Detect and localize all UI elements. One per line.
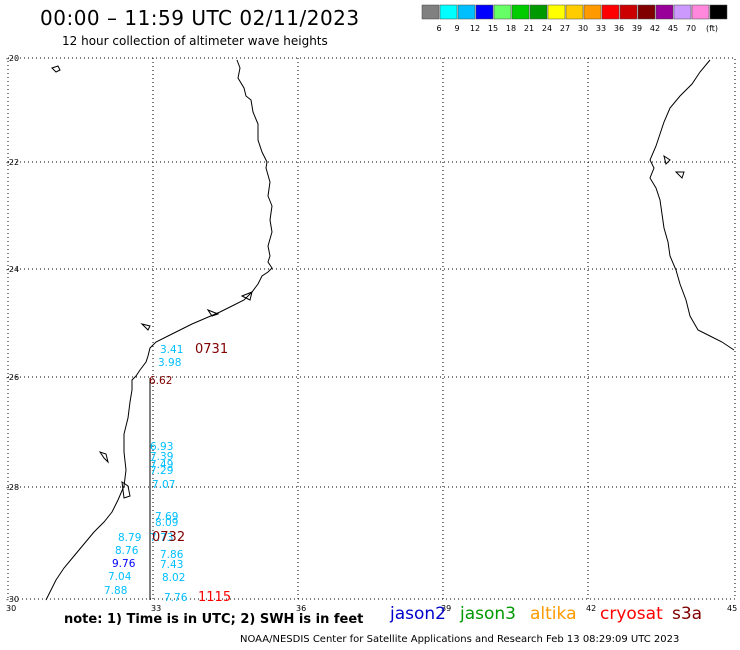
units-note: note: 1) Time is in UTC; 2) SWH is in fe… — [64, 612, 364, 627]
legend-label: 39 — [632, 24, 642, 33]
lat-lon-grid: 30 33 36 39 42 45 -20 -22 -24 -26 -28 -30 — [6, 54, 737, 613]
wave-height-label: 8.79 — [118, 532, 141, 544]
wave-height-label: 7.49 — [150, 459, 173, 471]
lat-label: -30 — [6, 595, 19, 604]
wave-height-labels: 3.413.98 6.62 6.937.397.497.29 7.07 7.698.09… — [104, 344, 188, 604]
legend-swatch — [619, 4, 638, 20]
legend-label: 18 — [506, 24, 516, 33]
legend-label: 9 — [454, 24, 459, 33]
satellite-name-altika: altika — [530, 604, 577, 624]
legend-label: 15 — [488, 24, 498, 33]
wave-height-label: 7.86 — [160, 549, 184, 561]
credit-line: NOAA/NESDIS Center for Satellite Applica… — [240, 634, 680, 645]
color-legend: 6 9 12 15 18 21 24 27 30 33 36 39 42 45 70 (ft) — [421, 4, 728, 33]
legend-swatch — [475, 4, 494, 20]
legend-label: 21 — [524, 24, 534, 33]
wave-height-label: 3.98 — [158, 357, 181, 369]
wave-height-label: 7.69 — [155, 511, 178, 523]
legend-swatch — [493, 4, 512, 20]
legend-swatch — [457, 4, 476, 20]
lon-label: 33 — [151, 604, 161, 613]
island-4 — [240, 291, 253, 301]
satellite-name-jason3: jason3 — [460, 604, 516, 624]
coastline-madagascar — [649, 59, 735, 351]
coastline — [45, 59, 735, 601]
chart-title: 00:00 – 11:59 UTC 02/11/2023 — [40, 6, 360, 30]
legend-swatch — [655, 4, 674, 20]
legend-swatch — [601, 4, 620, 20]
wave-height-label: 3.41 — [160, 344, 183, 356]
lat-label: -22 — [6, 158, 19, 167]
legend-label: 45 — [668, 24, 678, 33]
legend-swatch — [529, 4, 548, 20]
island-8 — [674, 171, 685, 179]
lon-label: 30 — [6, 604, 16, 613]
legend-label: 33 — [596, 24, 606, 33]
legend-swatch — [637, 4, 656, 20]
lat-label: -24 — [6, 265, 19, 274]
lon-label: 42 — [586, 604, 596, 613]
wave-height-label: 9.76 — [112, 558, 136, 570]
legend-label: 30 — [578, 24, 588, 33]
island-2 — [98, 451, 109, 464]
lon-label: 36 — [296, 604, 306, 613]
legend-label: 70 — [686, 24, 696, 33]
legend-swatch — [439, 4, 458, 20]
legend-label: 12 — [470, 24, 480, 33]
coastline-africa — [45, 59, 273, 601]
wave-height-label: 8.09 — [155, 517, 178, 529]
legend-label: 42 — [650, 24, 660, 33]
island-1 — [51, 65, 61, 73]
lat-label: -20 — [6, 54, 19, 63]
legend-swatch — [565, 4, 584, 20]
lon-label: 39 — [441, 604, 451, 613]
map-frame — [7, 57, 736, 600]
legend-label: 24 — [542, 24, 552, 33]
satellite-name-s3a: s3a — [672, 604, 703, 624]
island-6 — [140, 323, 151, 331]
wave-height-label: 7.29 — [150, 465, 173, 477]
island-7 — [663, 154, 671, 165]
legend-swatch — [673, 4, 692, 20]
wave-height-label: 7.39 — [150, 451, 173, 463]
wave-height-label: 7.07 — [152, 479, 175, 491]
lat-label: -28 — [6, 483, 19, 492]
island-3 — [121, 480, 131, 499]
wave-height-label: 8.02 — [162, 572, 185, 584]
wave-height-label: 6.93 — [150, 441, 173, 453]
wave-height-label: 6.62 — [149, 375, 172, 387]
pass-time-label: 1115 — [198, 590, 231, 605]
lat-label: -26 — [6, 373, 19, 382]
wave-height-label: 7.88 — [104, 585, 127, 597]
wave-height-label: 7.43 — [160, 559, 183, 571]
lon-label: 45 — [727, 604, 737, 613]
legend-label: (ft) — [706, 24, 718, 33]
pass-time-labels: 0731 0732 1115 — [152, 342, 231, 605]
wave-height-label: 7.04 — [108, 571, 132, 583]
pass-time-label: 0731 — [195, 342, 228, 357]
legend-label: 6 — [436, 24, 441, 33]
legend-swatch — [547, 4, 566, 20]
island-5 — [206, 308, 220, 317]
legend-swatch — [511, 4, 530, 20]
legend-label: 27 — [560, 24, 570, 33]
wave-height-label: 7.76 — [164, 592, 188, 604]
satellite-name-jason2: jason2 — [390, 604, 446, 624]
wave-height-label: 7.73 — [150, 532, 173, 544]
wave-height-label: 8.76 — [115, 545, 139, 557]
legend-swatch — [421, 4, 440, 20]
legend-swatch — [583, 4, 602, 20]
chart-subtitle: 12 hour collection of altimeter wave hei… — [62, 34, 328, 48]
pass-time-label: 0732 — [152, 530, 185, 545]
legend-label: 36 — [614, 24, 624, 33]
legend-swatch — [709, 4, 728, 20]
satellite-name-cryosat: cryosat — [600, 604, 663, 624]
legend-swatch — [691, 4, 710, 20]
